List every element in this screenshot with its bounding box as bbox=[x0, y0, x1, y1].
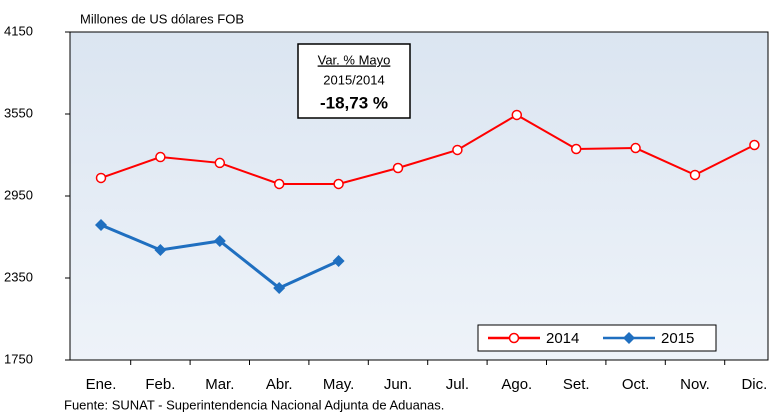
x-tick-label: Jun. bbox=[384, 376, 412, 393]
point bbox=[333, 178, 344, 190]
x-tick-label: Ene. bbox=[86, 376, 117, 393]
series-line bbox=[100, 113, 755, 185]
point bbox=[332, 255, 345, 268]
point bbox=[273, 281, 286, 294]
series bbox=[95, 109, 760, 190]
x-tick-label: Mar. bbox=[205, 376, 234, 393]
legend: 2014 2015 bbox=[477, 324, 717, 352]
annotation-value: -18,73 % bbox=[320, 93, 388, 112]
annotation-frame bbox=[297, 43, 411, 119]
plot-area bbox=[69, 31, 769, 361]
point bbox=[155, 151, 166, 163]
point bbox=[749, 139, 760, 151]
x-tick-label: Abr. bbox=[266, 376, 293, 393]
y-tick-label: 1750 bbox=[4, 351, 33, 366]
annotation-line: 2015/2014 bbox=[323, 72, 384, 87]
x-tick-label: Nov. bbox=[680, 376, 710, 393]
point bbox=[630, 142, 641, 154]
series bbox=[95, 218, 345, 294]
point bbox=[95, 172, 107, 184]
legend-marker bbox=[623, 332, 635, 344]
annotation-box: Var. % Mayo 2015/2014 -18,73 % bbox=[297, 43, 411, 119]
y-tick-label: 4150 bbox=[4, 23, 33, 38]
x-tick-label: Oct. bbox=[622, 376, 650, 393]
x-tick-label: Set. bbox=[563, 376, 590, 393]
point bbox=[214, 157, 226, 169]
y-tick-label: 3550 bbox=[4, 105, 33, 120]
source-note: Fuente: SUNAT - Superintendencia Naciona… bbox=[64, 397, 444, 412]
x-tick-label: Feb. bbox=[145, 376, 175, 393]
point bbox=[392, 162, 404, 174]
point bbox=[511, 109, 523, 121]
legend-marker bbox=[508, 332, 520, 344]
point bbox=[95, 218, 107, 231]
point bbox=[452, 144, 463, 156]
x-tick-label: Dic. bbox=[741, 376, 767, 393]
y-tick-label: 2950 bbox=[4, 187, 33, 202]
legend-label: 2014 bbox=[546, 330, 579, 347]
point bbox=[154, 243, 167, 256]
x-tick-label: May. bbox=[323, 376, 354, 393]
chart-title: Millones de US dólares FOB bbox=[80, 11, 244, 26]
x-tick-label: Jul. bbox=[446, 376, 469, 393]
point bbox=[570, 143, 582, 155]
point bbox=[213, 234, 226, 247]
legend-label: 2015 bbox=[661, 330, 694, 347]
x-tick-label: Ago. bbox=[501, 376, 532, 393]
annotation-line: Var. % Mayo bbox=[318, 52, 391, 67]
y-tick-label: 2350 bbox=[4, 269, 33, 284]
point bbox=[273, 178, 285, 190]
point bbox=[689, 169, 701, 181]
